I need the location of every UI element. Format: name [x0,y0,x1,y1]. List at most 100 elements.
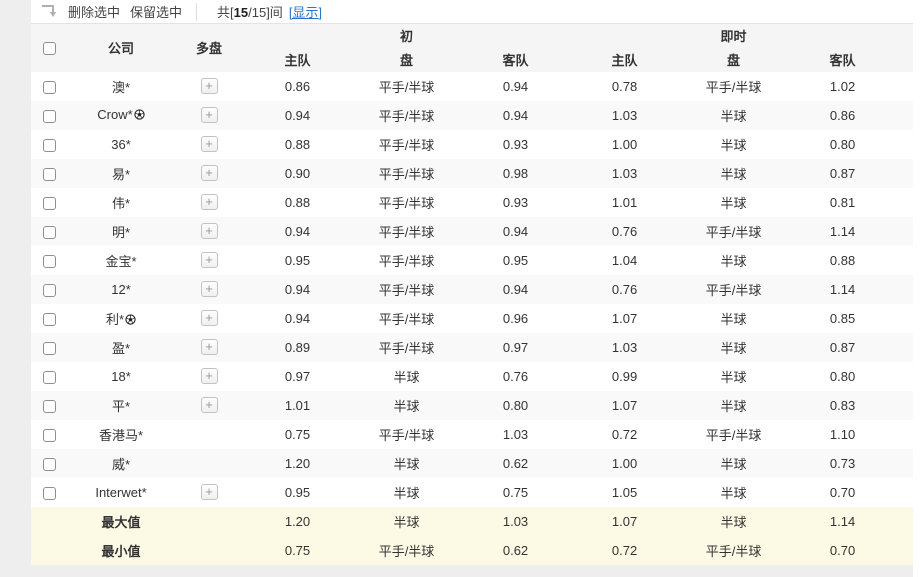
summary-row: 最大值 1.20 半球 1.03 1.07 半球 1.14 [31,506,914,536]
multi-add-button[interactable]: + [200,339,218,355]
odds-cell: 半球 [720,485,747,501]
row-checkbox[interactable] [42,254,56,268]
row-checkbox[interactable] [42,138,56,152]
scrollbar-track[interactable] [913,0,921,577]
company-cell: 易* [67,159,175,188]
spacer-cell [897,449,913,478]
spacer-cell [897,478,913,507]
spacer-cell [897,246,913,275]
odds-cell: 0.95 [502,252,529,268]
summary-row: 最小值 0.75 平手/半球 0.62 0.72 平手/半球 0.70 [31,535,914,565]
odds-cell: 0.99 [611,368,638,384]
bookmaker-row: 澳* + 0.86 平手/半球 0.94 0.78 平手/半球 1.02 [31,72,913,101]
odds-cell: 平手/半球 [378,340,435,356]
bookmaker-row: 威* 1.20 半球 0.62 1.00 半球 0.73 [31,448,914,478]
bookmaker-row: 易* + 0.90 平手/半球 0.98 1.03 半球 0.87 [31,158,914,188]
odds-cell: 平手/半球 [378,543,435,559]
odds-cell: 0.80 [829,368,856,384]
company-cell: 香港马* [67,420,175,449]
odds-cell: 平手/半球 [705,543,762,559]
company-name: 金宝* [105,253,137,269]
row-checkbox[interactable] [42,283,56,297]
multi-handicap-header: 多盘 [175,23,243,72]
odds-cell: 半球 [720,369,747,385]
multi-cell: + [175,333,243,362]
multi-cell: + [175,101,243,130]
multi-add-button[interactable]: + [200,223,218,239]
multi-cell: + [175,159,243,188]
live-odds-group-header: 即时 [570,23,898,48]
row-checkbox[interactable] [42,167,56,181]
show-link[interactable]: [显示] [288,5,323,20]
spacer-header [897,23,914,72]
multi-add-button[interactable]: + [200,194,218,210]
row-checkbox[interactable] [42,457,56,471]
row-checkbox[interactable] [42,399,56,413]
delete-selected-button[interactable]: 删除选中 [68,5,121,20]
spacer-cell [897,391,913,420]
odds-cell: 1.04 [611,252,638,268]
spacer-cell [897,217,913,246]
odds-cell: 1.03 [611,107,638,123]
move-down-arrow-icon [40,4,58,19]
bookmaker-row: 18* + 0.97 半球 0.76 0.99 半球 0.80 [31,362,913,391]
company-cell: 伟* [67,188,175,217]
odds-cell: 0.89 [284,339,311,355]
odds-cell: 0.76 [611,223,638,239]
odds-cell: 0.94 [502,78,529,94]
spacer-cell [897,333,913,362]
multi-cell [175,449,243,478]
odds-cell: 0.87 [829,339,856,355]
company-name: 12* [111,281,131,297]
odds-cell: 0.87 [829,165,856,181]
row-checkbox[interactable] [42,428,56,442]
odds-cell: 平手/半球 [378,282,435,298]
odds-cell: 平手/半球 [378,311,435,327]
multi-add-button[interactable]: + [200,78,218,94]
multi-add-button[interactable]: + [200,252,218,268]
select-all-checkbox[interactable] [42,42,56,56]
empty-cell [175,507,243,536]
odds-cell: 1.02 [829,78,856,94]
odds-cell: 1.07 [611,310,638,326]
row-checkbox[interactable] [42,196,56,210]
multi-cell: + [175,275,243,304]
odds-cell: 0.94 [284,223,311,239]
bookmaker-row: Crow* + 0.94 平手/半球 0.94 1.03 半球 0.86 [31,100,914,130]
multi-add-button[interactable]: + [200,368,218,384]
multi-add-button[interactable]: + [200,136,218,152]
odds-cell: 平手/半球 [378,195,435,211]
odds-table: 公司 多盘 初 即时 主队 盘 客队 主队 盘 客队 澳* + 0.86 平手/… [31,23,914,565]
company-name: 威* [111,456,131,472]
multi-add-button[interactable]: + [200,397,218,413]
row-checkbox[interactable] [42,225,56,239]
initial-away-header: 客队 [461,47,571,72]
multi-cell: + [175,246,243,275]
row-checkbox[interactable] [42,80,56,94]
spacer-cell [897,536,913,565]
odds-cell: 0.73 [829,455,856,471]
odds-cell: 1.01 [284,397,311,413]
multi-add-button[interactable]: + [200,484,218,500]
odds-cell: 半球 [393,456,420,472]
company-cell: 明* [67,217,175,246]
row-checkbox[interactable] [42,486,56,500]
bookmaker-row: 平* + 1.01 半球 0.80 1.07 半球 0.83 [31,390,914,420]
row-checkbox[interactable] [42,341,56,355]
multi-add-button[interactable]: + [200,281,218,297]
company-cell: 12* [67,275,175,304]
multi-add-button[interactable]: + [200,165,218,181]
multi-add-button[interactable]: + [200,310,218,326]
odds-cell: 0.93 [502,194,529,210]
keep-selected-button[interactable]: 保留选中 [130,5,183,20]
live-home-header: 主队 [570,47,680,72]
odds-table-header: 公司 多盘 初 即时 主队 盘 客队 主队 盘 客队 [31,23,914,72]
multi-add-button[interactable]: + [200,107,218,123]
row-checkbox[interactable] [42,109,56,123]
row-checkbox[interactable] [42,312,56,326]
odds-cell: 0.97 [502,339,529,355]
odds-table-body: 澳* + 0.86 平手/半球 0.94 0.78 平手/半球 1.02 Cro… [31,72,914,565]
odds-cell: 0.88 [829,252,856,268]
row-checkbox[interactable] [42,370,56,384]
live-handicap-header: 盘 [679,47,789,72]
